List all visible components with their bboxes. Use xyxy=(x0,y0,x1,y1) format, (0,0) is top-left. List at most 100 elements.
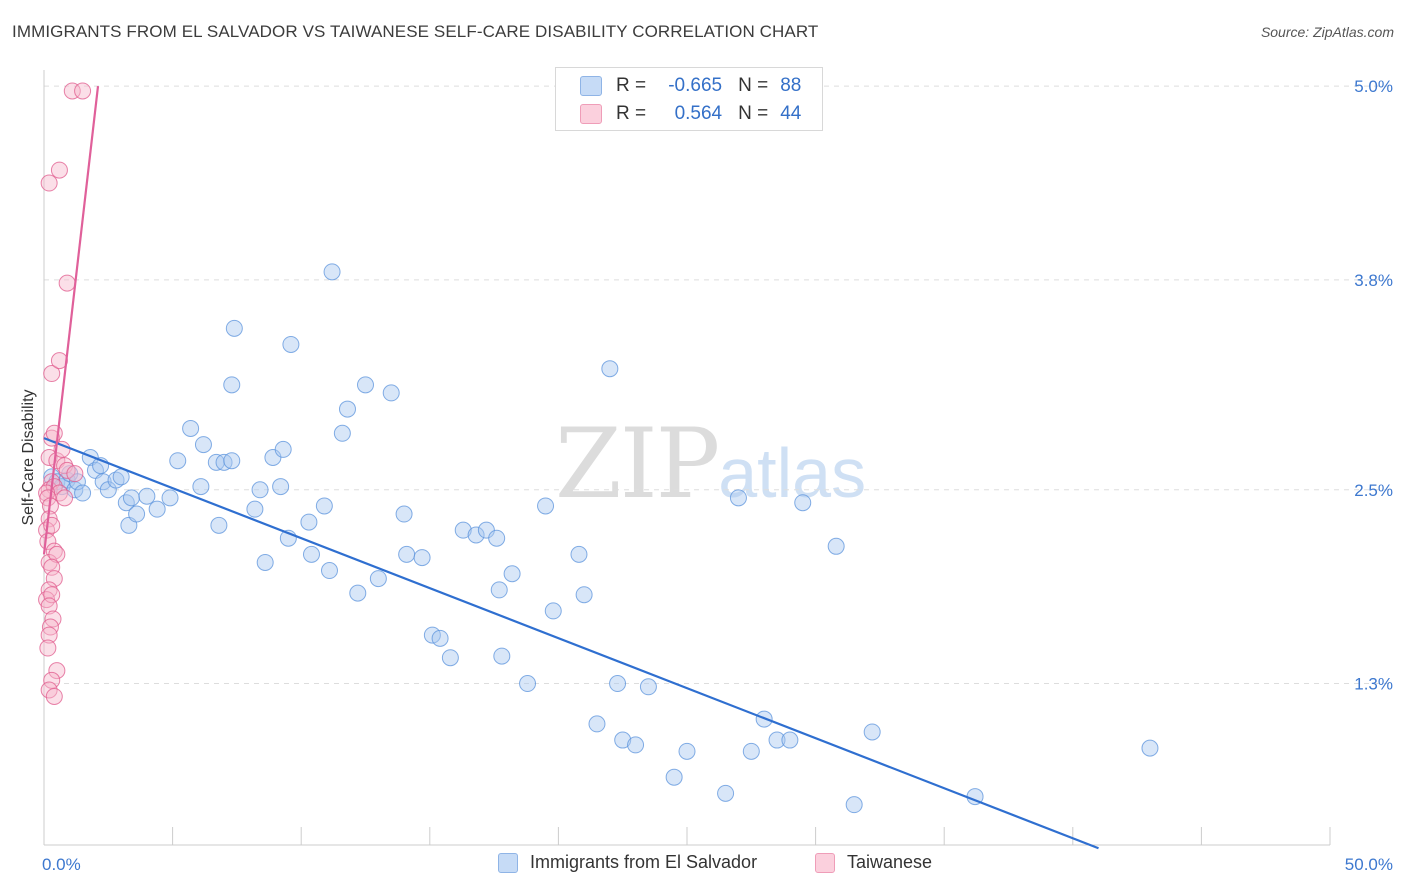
point-el-salvador xyxy=(570,545,588,563)
legend-r-label: R = xyxy=(616,75,647,96)
source-label: Source: ZipAtlas.com xyxy=(1260,24,1394,40)
point-taiwanese xyxy=(63,82,81,100)
point-taiwanese xyxy=(43,365,61,383)
point-el-salvador xyxy=(94,473,112,491)
gridlines xyxy=(44,85,1390,685)
trend-lines xyxy=(42,86,1099,850)
point-el-salvador xyxy=(357,376,374,394)
point-el-salvador xyxy=(338,400,356,418)
point-el-salvador xyxy=(441,649,459,667)
point-el-salvador xyxy=(493,647,511,665)
point-el-salvador xyxy=(223,376,241,394)
point-el-salvador xyxy=(742,742,760,760)
legend-n-label: N = xyxy=(738,75,769,96)
point-el-salvador xyxy=(588,715,606,733)
point-el-salvador xyxy=(128,505,146,523)
watermark-zip: ZIP xyxy=(555,408,720,520)
x-tick-label: 0.0% xyxy=(42,855,81,874)
bottom-legend-label: Immigrants from El Salvador xyxy=(530,852,758,872)
trend-line-el-salvador xyxy=(43,437,1099,850)
point-el-salvador xyxy=(194,436,212,454)
point-taiwanese xyxy=(40,597,58,615)
axis-labels: 1.3% 2.5% 3.8% 5.0% 0.0% 50.0% Self-Care Disab… xyxy=(20,77,1393,874)
point-el-salvador xyxy=(519,675,537,693)
point-el-salvador xyxy=(395,505,413,523)
point-el-salvador xyxy=(272,478,290,496)
point-taiwanese xyxy=(53,440,71,458)
bottom-legend-label: Taiwanese xyxy=(847,852,933,872)
point-taiwanese xyxy=(48,545,66,563)
point-el-salvador xyxy=(729,489,747,507)
legend-r-label: R = xyxy=(616,103,647,124)
point-el-salvador xyxy=(169,452,187,470)
point-el-salvador xyxy=(315,497,333,515)
point-el-salvador xyxy=(323,263,341,281)
point-taiwanese xyxy=(40,174,58,192)
point-el-salvador xyxy=(225,319,243,337)
point-el-salvador xyxy=(575,586,593,604)
point-taiwanese xyxy=(66,465,84,483)
stats-legend: R = -0.665 N = 88 R = 0.564 N = 44 xyxy=(555,67,823,131)
point-taiwanese xyxy=(43,671,61,689)
point-el-salvador xyxy=(609,675,627,693)
point-el-salvador xyxy=(333,424,351,442)
point-taiwanese xyxy=(50,161,68,179)
point-el-salvador xyxy=(74,484,92,502)
point-el-salvador xyxy=(431,629,449,647)
point-el-salvador xyxy=(413,549,431,567)
legend-row-el-salvador: R = -0.665 N = 88 xyxy=(580,74,801,98)
point-el-salvador xyxy=(601,360,619,378)
trend-line-taiwanese xyxy=(42,86,100,555)
point-el-salvador xyxy=(454,521,472,539)
point-el-salvador xyxy=(398,545,416,563)
point-el-salvador xyxy=(665,768,683,786)
bottom-legend-el-salvador: Immigrants from El Salvador xyxy=(498,852,757,873)
point-el-salvador xyxy=(138,487,156,505)
point-el-salvador xyxy=(827,537,845,555)
point-el-salvador xyxy=(369,570,387,588)
point-el-salvador xyxy=(320,562,338,580)
legend-swatch-el-salvador xyxy=(580,76,602,96)
data-points xyxy=(38,82,1159,814)
point-el-salvador xyxy=(781,731,799,749)
point-el-salvador xyxy=(107,471,125,489)
point-el-salvador xyxy=(768,731,786,749)
y-axis-label: Self-Care Disability xyxy=(20,389,37,525)
point-el-salvador xyxy=(717,784,735,802)
point-el-salvador xyxy=(256,553,274,571)
point-taiwanese xyxy=(45,570,63,588)
point-taiwanese xyxy=(43,558,61,576)
point-taiwanese xyxy=(45,542,63,560)
legend-n-value: 88 xyxy=(780,75,802,96)
point-el-salvador xyxy=(467,526,485,544)
legend-swatch-taiwanese xyxy=(580,104,602,124)
point-el-salvador xyxy=(182,419,200,437)
point-el-salvador xyxy=(537,497,555,515)
point-el-salvador xyxy=(544,602,562,620)
point-el-salvador xyxy=(192,478,210,496)
point-taiwanese xyxy=(43,586,61,604)
point-el-salvador xyxy=(246,500,264,518)
point-taiwanese xyxy=(39,639,57,657)
point-el-salvador xyxy=(845,796,863,814)
point-taiwanese xyxy=(48,662,66,680)
point-el-salvador xyxy=(300,513,318,531)
point-el-salvador xyxy=(274,440,292,458)
point-taiwanese xyxy=(40,626,58,644)
point-taiwanese xyxy=(58,274,76,292)
bottom-legend-taiwanese: Taiwanese xyxy=(815,852,932,873)
point-el-salvador xyxy=(210,516,228,534)
point-el-salvador xyxy=(302,545,320,563)
watermark-atlas: atlas xyxy=(718,434,867,512)
legend-r-value: -0.665 xyxy=(668,75,723,96)
y-tick-label: 5.0% xyxy=(1354,77,1393,96)
point-el-salvador xyxy=(1141,739,1159,757)
y-tick-label: 2.5% xyxy=(1354,481,1393,500)
point-el-salvador xyxy=(223,452,241,470)
point-el-salvador xyxy=(627,736,645,754)
point-el-salvador xyxy=(678,742,696,760)
point-el-salvador xyxy=(863,723,881,741)
point-taiwanese xyxy=(74,82,92,100)
bottom-legend-swatch xyxy=(815,852,835,873)
